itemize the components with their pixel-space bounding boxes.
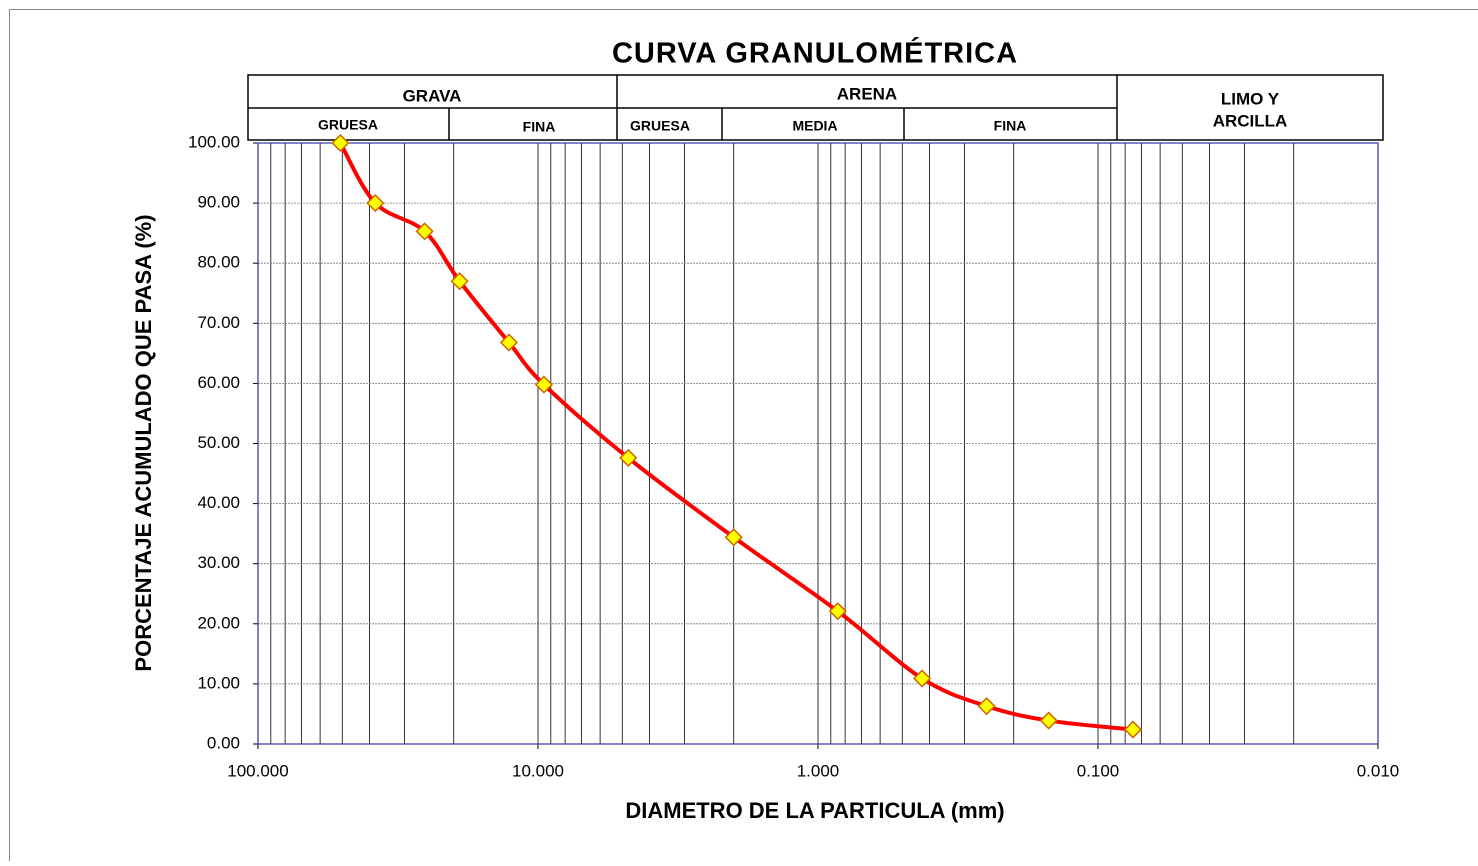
header-fines: ARCILLA — [1213, 111, 1288, 130]
x-tick-label: 100.000 — [227, 761, 288, 780]
y-tick-label: 30.00 — [197, 553, 240, 572]
y-tick-label: 100.00 — [188, 132, 240, 151]
y-tick-label: 80.00 — [197, 253, 240, 272]
subheader: GRUESA — [630, 118, 690, 134]
y-tick-label: 20.00 — [197, 613, 240, 632]
y-tick-label: 10.00 — [197, 673, 240, 692]
y-tick-label: 40.00 — [197, 493, 240, 512]
x-axis-label: DIAMETRO DE LA PARTICULA (mm) — [625, 798, 1004, 823]
subheader: MEDIA — [792, 118, 837, 134]
x-tick-label: 10.000 — [512, 761, 564, 780]
x-tick-label: 1.000 — [797, 761, 840, 780]
y-tick-label: 70.00 — [197, 313, 240, 332]
y-tick-label: 90.00 — [197, 193, 240, 212]
header-grava: GRAVA — [403, 86, 462, 105]
marker — [332, 135, 348, 151]
subheader: FINA — [994, 118, 1027, 134]
chart-title: CURVA GRANULOMÉTRICA — [612, 36, 1018, 70]
x-tick-label: 0.010 — [1357, 761, 1400, 780]
y-tick-label: 50.00 — [197, 433, 240, 452]
y-tick-label: 0.00 — [207, 733, 240, 752]
header-arena: ARENA — [837, 84, 897, 103]
subheader: FINA — [523, 119, 556, 135]
marker — [979, 698, 995, 714]
subheader: GRUESA — [318, 117, 378, 133]
x-tick-label: 0.100 — [1077, 761, 1120, 780]
header-fines: LIMO Y — [1221, 89, 1280, 108]
marker — [1041, 713, 1057, 729]
y-tick-label: 60.00 — [197, 373, 240, 392]
y-axis-label: PORCENTAJE ACUMULADO QUE PASA (%) — [131, 214, 156, 671]
marker — [1125, 722, 1141, 738]
